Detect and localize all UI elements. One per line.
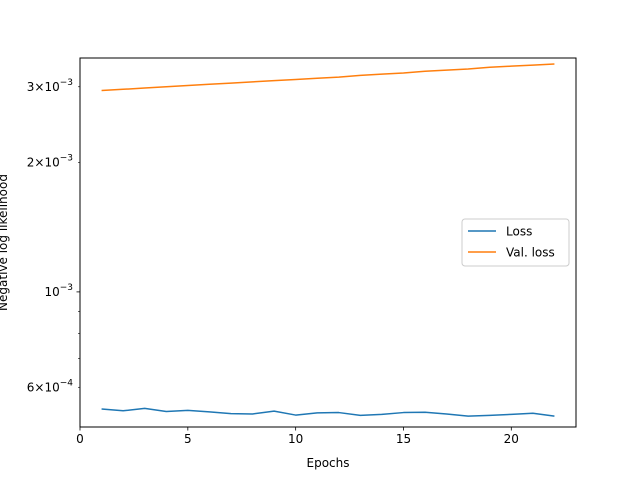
x-tick-label: 15 [396,432,411,446]
legend-label: Loss [506,225,532,239]
axes-frame [79,57,577,428]
legend: Loss Val. loss [461,218,570,267]
y-tick-label: 3×10−3 [27,78,73,94]
x-axis-label: Epochs [307,456,350,470]
series-line-loss [101,407,555,417]
x-tick-label: 20 [504,432,519,446]
x-tick-label: 5 [184,432,192,446]
x-tick-label: 0 [76,432,84,446]
x-tick-label: 10 [288,432,303,446]
axis-ticks: 0 5 10 15 20 10−3 6×10−4 2×10−3 3×10−3 [27,78,519,446]
series-line-val-loss [101,63,555,92]
y-axis-label: Negative log likelihood [0,174,10,311]
y-tick-label: 2×10−3 [27,153,73,169]
series-lines [101,63,555,417]
y-tick-label: 10−3 [44,283,73,299]
y-tick-label: 6×10−4 [27,378,74,394]
legend-label: Val. loss [506,246,555,260]
